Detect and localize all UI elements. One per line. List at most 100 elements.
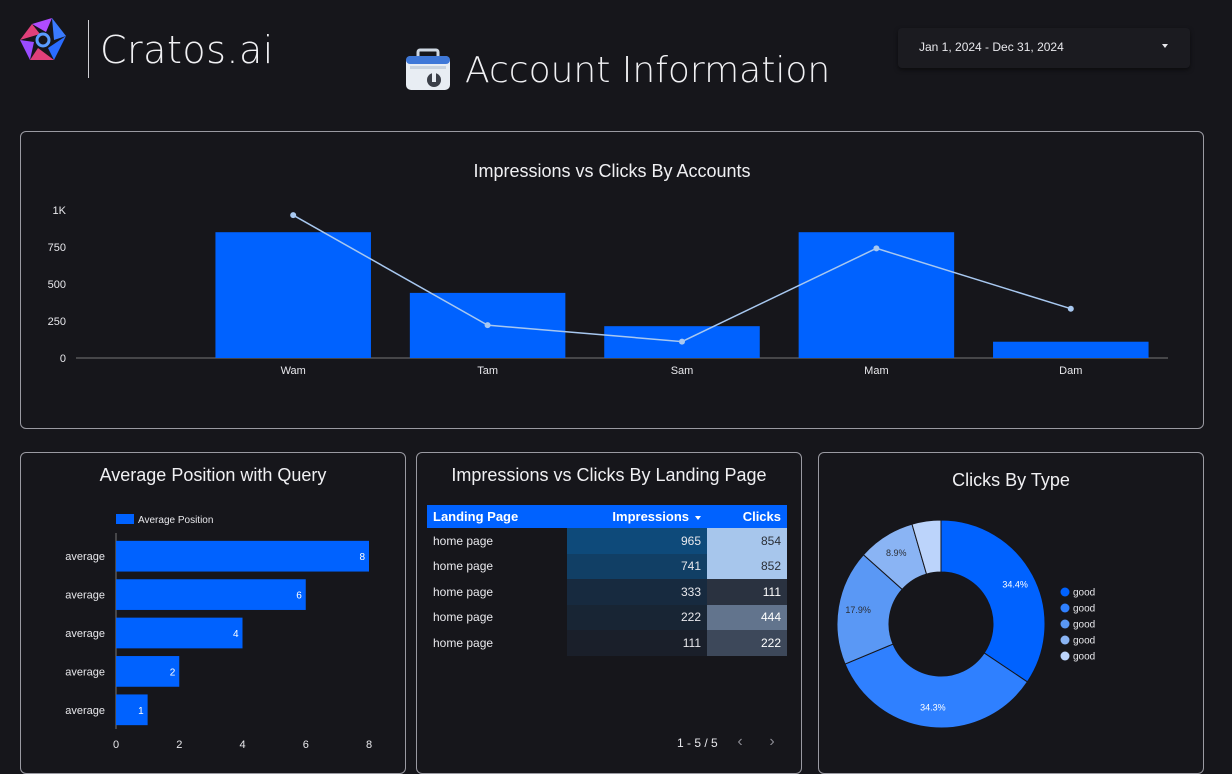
brand-name: Cratos.ai: [100, 28, 274, 72]
clicks-cell: 222: [707, 630, 787, 656]
table-row[interactable]: home page 222 444: [427, 604, 787, 630]
col-landing-page[interactable]: Landing Page: [427, 505, 567, 528]
data-label: 1: [138, 706, 144, 717]
accounts-chart-title: Impressions vs Clicks By Accounts: [473, 161, 751, 181]
clicks-cell: 852: [707, 553, 787, 579]
bar: [798, 232, 955, 358]
line-point: [484, 322, 491, 329]
accounts-chart-card: Impressions vs Clicks By Accounts 0 250 50…: [20, 131, 1204, 429]
y-tick-label: average: [65, 551, 105, 563]
next-page-button[interactable]: ›: [769, 733, 775, 750]
bar: [116, 540, 369, 572]
x-tick-label: 0: [113, 739, 119, 751]
x-tick-label: Wam: [281, 365, 306, 377]
landing-page-table: Landing Page Impressions Clicks home pag…: [427, 505, 787, 656]
y-tick-label: 750: [48, 242, 66, 254]
logo-divider: [88, 20, 89, 78]
line-point: [679, 338, 685, 345]
pagination-label: 1 - 5 / 5: [677, 736, 718, 750]
legend-label: good: [1073, 604, 1095, 615]
clicks-cell: 111: [707, 579, 787, 605]
y-tick-label: 250: [48, 316, 66, 328]
clicks-by-type-chart: 34.4% 34.3% 17.9% 8.9% good good good good good: [836, 519, 1095, 729]
legend-swatch: [1060, 619, 1070, 629]
landing-page-card: Impressions vs Clicks By Landing Page La…: [416, 452, 802, 774]
bar: [215, 232, 371, 358]
y-tick-label: average: [65, 590, 105, 602]
legend-swatch: [1060, 635, 1070, 645]
col-impressions[interactable]: Impressions: [567, 505, 707, 528]
data-label: 8: [359, 552, 365, 563]
y-tick-label: 500: [48, 279, 66, 291]
impressions-cell: 222: [567, 604, 707, 630]
legend-label: good: [1073, 636, 1095, 647]
legend-swatch: [116, 514, 134, 524]
legend-label: good: [1073, 588, 1095, 599]
avg-position-title: Average Position with Query: [99, 465, 327, 485]
cratos-logo: Cratos.ai: [12, 10, 273, 78]
data-label: 17.9%: [845, 605, 871, 615]
line-point: [1067, 305, 1074, 312]
data-label: 4: [233, 629, 239, 640]
landing-page-title: Impressions vs Clicks By Landing Page: [451, 465, 767, 485]
sort-desc-icon: [695, 515, 701, 520]
table-row[interactable]: home page 741 852: [427, 553, 787, 579]
landing-page-cell: home page: [433, 635, 494, 650]
x-tick-label: 2: [176, 739, 182, 751]
y-tick-label: average: [65, 666, 105, 678]
x-tick-label: 8: [366, 739, 372, 751]
data-label: 34.4%: [1002, 579, 1028, 589]
bar: [993, 341, 1149, 358]
bar: [116, 656, 180, 687]
date-range-value: Jan 1, 2024 - Dec 31, 2024: [919, 40, 1064, 54]
date-range-picker[interactable]: Jan 1, 2024 - Dec 31, 2024: [898, 28, 1190, 68]
x-tick-label: Sam: [671, 365, 694, 377]
legend-swatch: [1060, 651, 1070, 661]
x-tick-label: Mam: [864, 365, 888, 377]
line-point: [290, 212, 297, 219]
accounts-chart: 0 250 500 750 1K Wam Tam Sam Mam Dam: [48, 205, 1168, 377]
impressions-cell: 111: [567, 630, 707, 656]
y-tick-label: 0: [60, 353, 66, 365]
prev-page-button[interactable]: ‹: [737, 733, 743, 750]
avg-position-card: Average Position with Query Average Posi…: [20, 452, 406, 774]
data-label: 2: [170, 667, 176, 678]
bar: [116, 579, 306, 610]
pie-slice: [844, 643, 1029, 729]
legend-swatch: [1060, 603, 1070, 613]
clicks-by-type-title: Clicks By Type: [952, 470, 1070, 490]
x-tick-label: 6: [303, 739, 309, 751]
clicks-cell: 854: [707, 528, 787, 554]
legend-label: good: [1073, 652, 1095, 663]
table-row[interactable]: home page 111 222: [427, 630, 787, 656]
landing-page-cell: home page: [433, 584, 494, 599]
impressions-cell: 741: [567, 553, 707, 579]
page-title: Account Information: [465, 50, 831, 91]
legend-label: Average Position: [138, 515, 213, 526]
data-label: 6: [296, 591, 302, 602]
clicks-by-type-card: Clicks By Type 34.4% 34.3% 17.9% 8.9% good go…: [818, 452, 1204, 774]
y-tick-label: average: [65, 705, 105, 717]
pie-slice: [940, 519, 1046, 683]
data-label: 8.9%: [886, 548, 907, 558]
briefcase-icon: [406, 48, 450, 90]
impressions-cell: 965: [567, 528, 707, 554]
x-tick-label: 4: [239, 739, 245, 751]
bar: [116, 694, 148, 726]
table-row[interactable]: home page 333 111: [427, 579, 787, 605]
cratos-logo-icon: [20, 18, 66, 60]
col-impressions-label: Impressions: [612, 509, 689, 524]
landing-page-cell: home page: [433, 559, 494, 574]
legend-swatch: [1060, 587, 1070, 597]
x-tick-label: Tam: [477, 365, 498, 377]
col-clicks[interactable]: Clicks: [707, 505, 787, 528]
line-point: [873, 245, 880, 252]
pie-slice: [911, 519, 942, 575]
landing-page-cell: home page: [433, 610, 494, 625]
clicks-cell: 444: [707, 604, 787, 630]
x-tick-label: Dam: [1059, 365, 1082, 377]
landing-page-cell: home page: [433, 533, 494, 548]
table-row[interactable]: home page 965 854: [427, 528, 787, 554]
y-tick-label: 1K: [53, 205, 67, 217]
avg-position-chart: Average Position 8 average 6 average 4 average…: [65, 514, 372, 751]
